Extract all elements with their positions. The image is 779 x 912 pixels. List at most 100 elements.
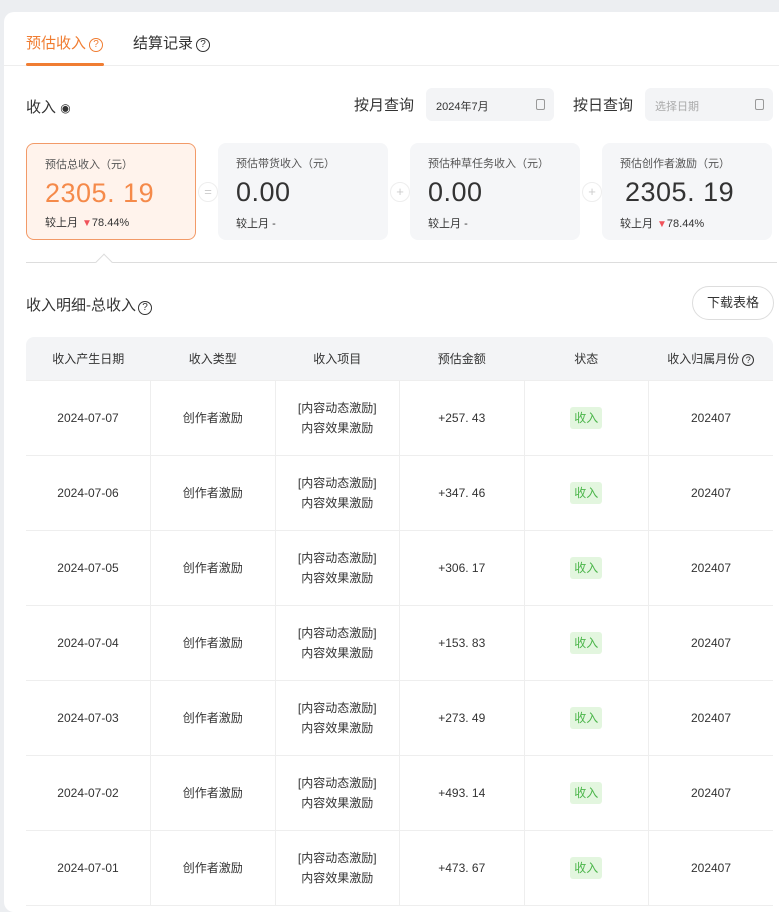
down-arrow-icon: ▼	[82, 218, 92, 229]
cell-month: 202407	[648, 829, 773, 906]
date-placeholder: 选择日期	[655, 101, 699, 113]
status-badge: 收入	[570, 556, 603, 579]
download-table-button[interactable]: 下载表格	[692, 286, 774, 320]
cell-amount: +153. 83	[399, 604, 525, 681]
compare-value: -	[464, 218, 468, 230]
table-row: 2024-07-05 创作者激励 [内容动态激励] 内容效果激励 +306. 17 收入 2…	[26, 529, 773, 606]
cell-type: 创作者激励	[182, 485, 243, 500]
cell-date: 2024-07-03	[26, 679, 151, 756]
cell-status: 收入	[523, 529, 649, 606]
tab-settlement-records[interactable]: 结算记录?	[133, 32, 211, 53]
cell-amount: +257. 43	[399, 379, 525, 456]
help-icon[interactable]: ?	[742, 353, 755, 366]
tab-estimated-income[interactable]: 预估收入?	[26, 32, 104, 53]
income-table: 收入产生日期 收入类型 收入项目 预估金额 状态 收入归属月份? 2024-07-07 创作…	[26, 337, 773, 906]
column-header: 收入类型	[151, 337, 276, 380]
header-label: 收入归属月份	[667, 351, 740, 366]
table-row: 2024-07-02 创作者激励 [内容动态激励] 内容效果激励 +493. 14 收入 2…	[26, 754, 773, 831]
cell-item-line2: 内容效果激励	[301, 570, 374, 585]
status-badge: 收入	[570, 781, 603, 804]
cell-amount: +273. 49	[399, 679, 525, 756]
cell-item: [内容动态激励] 内容效果激励	[274, 454, 400, 531]
cell-date: 2024-07-05	[57, 560, 119, 575]
cell-amount: +306. 17	[399, 529, 525, 606]
cell-item: [内容动态激励] 内容效果激励	[274, 529, 400, 606]
cell-item: [内容动态激励] 内容效果激励	[274, 679, 400, 756]
stat-title: 预估总收入（元）	[45, 159, 133, 171]
eye-icon[interactable]: ◉	[60, 101, 71, 115]
plus-icon: +	[582, 182, 602, 202]
cell-status: 收入	[523, 379, 649, 456]
cell-status: 收入	[523, 679, 649, 756]
stat-title: 预估种草任务收入（元）	[428, 158, 549, 170]
cell-item-line2: 内容效果激励	[301, 420, 374, 435]
table-row: 2024-07-03 创作者激励 [内容动态激励] 内容效果激励 +273. 49 收入 2…	[26, 679, 773, 756]
cell-date: 2024-07-01	[26, 829, 151, 906]
cell-month: 202407	[648, 529, 773, 606]
cell-status: 收入	[523, 454, 649, 531]
header-label: 状态	[574, 351, 599, 366]
cell-status: 收入	[523, 604, 649, 681]
stat-seeding-income[interactable]: 预估种草任务收入（元） 0.00 较上月 -	[410, 143, 580, 240]
day-query-label: 按日查询	[573, 97, 634, 114]
cell-item-line1: [内容动态激励]	[297, 850, 377, 865]
stat-total-income[interactable]: 预估总收入（元） 2305. 19 较上月 ▼78.44%	[26, 143, 196, 240]
cell-amount: +473. 67	[399, 829, 525, 906]
cell-month: 202407	[690, 635, 732, 650]
help-icon[interactable]: ?	[196, 38, 211, 52]
detail-title-text: 收入明细-总收入	[26, 297, 136, 314]
selection-pointer	[95, 253, 113, 271]
cell-type: 创作者激励	[150, 604, 276, 681]
stat-value: 0.00	[428, 177, 483, 207]
month-picker[interactable]: 2024年7月	[426, 88, 554, 121]
cell-status: 收入	[523, 829, 649, 906]
status-badge: 收入	[570, 481, 603, 504]
column-header: 状态	[524, 337, 649, 380]
cell-month: 202407	[648, 754, 773, 831]
cell-item-line2: 内容效果激励	[301, 795, 374, 810]
stat-compare: 较上月 -	[236, 215, 276, 231]
cell-amount: +257. 43	[438, 410, 486, 425]
month-value: 2024年7月	[436, 101, 489, 113]
cell-month: 202407	[648, 604, 773, 681]
cell-item-line1: [内容动态激励]	[297, 400, 377, 415]
cell-type: 创作者激励	[182, 860, 243, 875]
cell-item-line2: 内容效果激励	[301, 870, 374, 885]
stat-creator-incentive[interactable]: 预估创作者激励（元） 2305. 19 较上月 ▼78.44%	[602, 143, 772, 240]
cell-item: [内容动态激励] 内容效果激励	[274, 379, 400, 456]
divider	[26, 262, 777, 263]
cell-month: 202407	[690, 410, 732, 425]
cell-type: 创作者激励	[182, 410, 243, 425]
table-row: 2024-07-06 创作者激励 [内容动态激励] 内容效果激励 +347. 46 收入 2…	[26, 454, 773, 531]
cell-item-line1: [内容动态激励]	[297, 625, 377, 640]
cell-type: 创作者激励	[182, 785, 243, 800]
stat-goods-income[interactable]: 预估带货收入（元） 0.00 较上月 -	[218, 143, 388, 240]
cell-item: [内容动态激励] 内容效果激励	[274, 604, 400, 681]
cell-date: 2024-07-02	[57, 785, 119, 800]
cell-item-line2: 内容效果激励	[301, 720, 374, 735]
cell-item-line1: [内容动态激励]	[297, 550, 377, 565]
cell-item-line2: 内容效果激励	[301, 495, 374, 510]
cell-date: 2024-07-05	[26, 529, 151, 606]
tab-label: 结算记录	[133, 35, 194, 52]
cell-type: 创作者激励	[150, 754, 276, 831]
plus-icon: +	[390, 182, 410, 202]
help-icon[interactable]: ?	[138, 301, 152, 315]
help-icon[interactable]: ?	[89, 38, 104, 52]
cell-item-line2: 内容效果激励	[301, 645, 374, 660]
compare-value: 78.44%	[666, 218, 705, 230]
cell-month: 202407	[690, 560, 732, 575]
status-badge: 收入	[570, 406, 603, 429]
header-label: 收入项目	[313, 351, 362, 366]
cell-month: 202407	[690, 785, 732, 800]
cell-date: 2024-07-07	[26, 379, 151, 456]
income-label: 收入	[26, 99, 57, 116]
cell-date: 2024-07-07	[57, 410, 119, 425]
column-header: 预估金额	[400, 337, 525, 380]
cell-type: 创作者激励	[182, 560, 243, 575]
compare-value: 78.44%	[91, 217, 130, 229]
date-picker[interactable]: 选择日期	[645, 88, 773, 121]
cell-item: [内容动态激励] 内容效果激励	[274, 829, 400, 906]
cell-amount: +493. 14	[399, 754, 525, 831]
stat-value: 2305. 19	[45, 178, 155, 208]
